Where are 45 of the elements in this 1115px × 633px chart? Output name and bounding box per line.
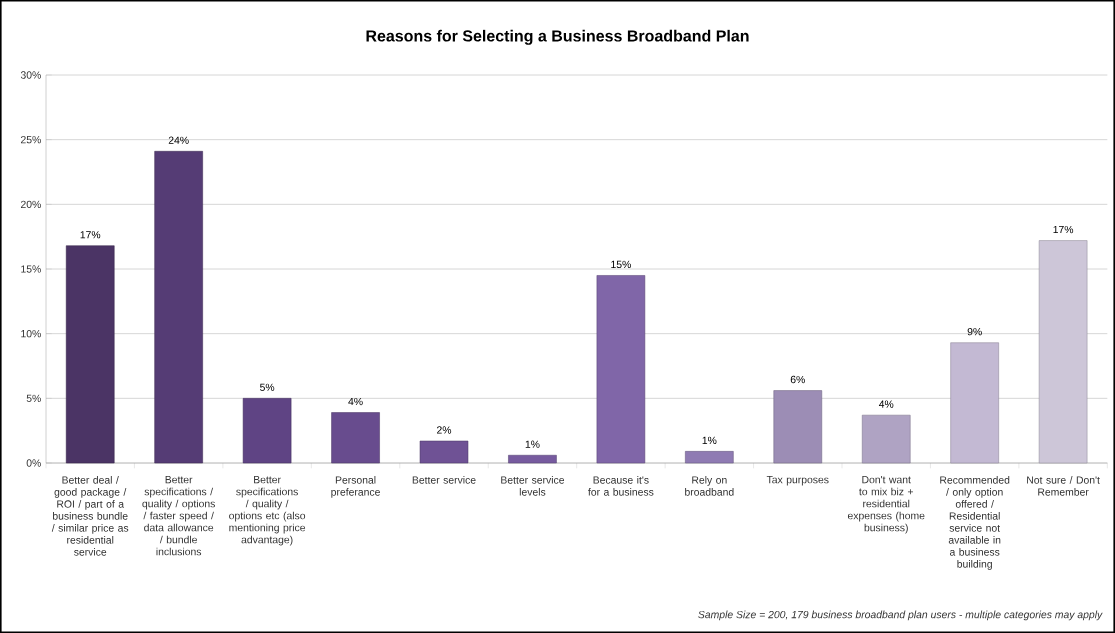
bar: [596, 275, 646, 464]
data-label: 6%: [790, 375, 805, 384]
y-tick-label: 10%: [21, 329, 41, 338]
data-label: 5%: [260, 383, 275, 391]
y-tick-label: 25%: [21, 135, 41, 144]
data-label: 4%: [878, 400, 894, 408]
data-label: 1%: [525, 440, 540, 448]
bar: [773, 390, 823, 464]
y-tick-label: 30%: [20, 71, 41, 79]
data-label: 1%: [702, 436, 717, 444]
bar: [65, 245, 115, 464]
x-tick-label: Rely on broadband: [685, 476, 734, 496]
x-tick-label: Not sure / Don't Remember: [1027, 476, 1100, 496]
x-tick-label: Better specifications / quality / options / faster speed / data allowance / bundle inclusions: [142, 476, 215, 556]
x-tick-label: Better specifications / quality / options etc (also mentioning price advantage): [229, 476, 306, 546]
bar: [685, 451, 734, 464]
bar: [419, 440, 469, 464]
y-tick-label: 5%: [26, 394, 41, 402]
x-tick-label: Don't want to mix biz + residential expenses (home business): [847, 476, 925, 534]
x-tick-label: Tax purposes: [766, 476, 829, 486]
x-tick-label: Recommended / only option offered / Residential service not available in a business building: [940, 476, 1010, 570]
bar: [1038, 240, 1088, 464]
data-label: 15%: [611, 260, 631, 269]
x-tick-label: Personal preferance: [331, 476, 380, 498]
bar: [861, 414, 911, 464]
text: Sample Size = 200, 179 business broadband plan users - multiple categories may apply: [698, 610, 1103, 621]
y-tick-label: 15%: [21, 265, 41, 273]
y-tick-label: 0%: [26, 459, 41, 467]
data-label: 9%: [967, 327, 982, 336]
bar: [508, 454, 557, 464]
y-tick-label: 20%: [21, 200, 41, 209]
data-label: 24%: [168, 136, 189, 144]
bar: [331, 412, 380, 464]
data-label: 2%: [437, 426, 452, 434]
x-tick-label: Better service: [412, 476, 476, 484]
x-tick-label: Because it's for a business: [588, 476, 654, 496]
x-tick-label: Better service levels: [501, 476, 565, 496]
data-label: 4%: [348, 397, 363, 406]
data-label: 17%: [80, 231, 101, 239]
bar: [950, 342, 999, 464]
x-tick-label: Better deal / good package / ROI / part of a business bundle / similar price as residential service: [51, 476, 129, 556]
bar: [154, 151, 203, 464]
bar: [242, 398, 292, 464]
data-label: 17%: [1053, 225, 1074, 234]
chart-title: Reasons for Selecting a Business Broadband Plan: [366, 29, 749, 45]
